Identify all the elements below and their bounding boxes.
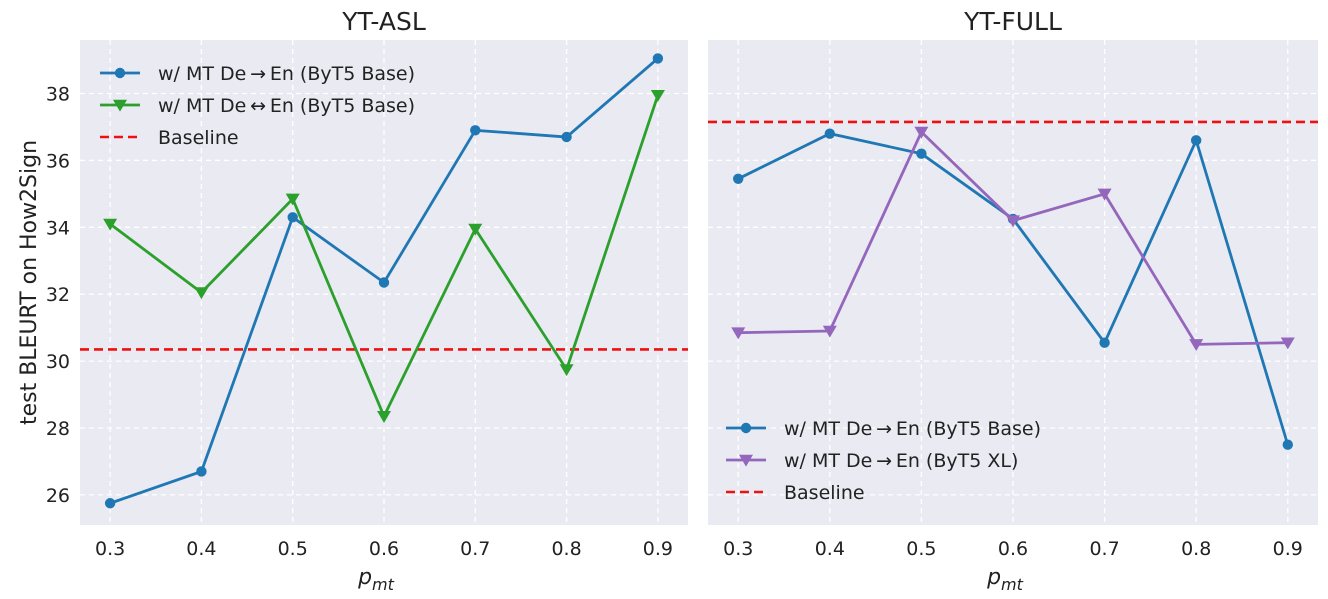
data-point [559,364,574,377]
series-0 [104,53,664,509]
data-point [104,498,116,509]
data-point [731,327,746,340]
legend-label: Baseline [784,482,865,504]
data-point [194,287,209,300]
legend-item: w/ MT De → En (ByT5 Base) [100,63,415,85]
x-axis-label-sub: mt [1001,575,1024,594]
data-point [287,212,298,223]
data-point [1099,337,1110,348]
data-point [652,53,664,64]
legend-marker [739,454,753,467]
y-axis-label: test BLEURT on How2Sign [17,140,42,425]
x-axis-label: pmt [357,565,395,594]
data-point [914,126,929,139]
x-tick-label: 0.4 [186,538,216,560]
data-point [468,223,483,236]
legend-label: w/ MT De → En (ByT5 Base) [784,418,1041,440]
data-point [103,218,118,231]
legend-item: w/ MT De ↔ En (ByT5 Base) [100,95,415,117]
legend-marker [113,99,127,112]
chart-title: YT-FULL [963,7,1062,36]
x-axis-label: pmt [986,565,1024,594]
legend-item: w/ MT De → En (ByT5 Base) [726,418,1041,440]
x-tick-label: 0.3 [723,538,753,560]
data-point [822,325,837,338]
data-point [470,125,481,136]
data-point [1190,135,1202,146]
legend-label: w/ MT De → En (ByT5 XL) [784,450,1018,472]
x-tick-label: 0.9 [643,538,673,560]
x-axis-label-base: p [357,565,372,590]
y-tick-label: 28 [46,418,70,440]
data-point [378,277,390,288]
x-tick-label: 0.6 [998,538,1028,560]
data-point [196,466,207,477]
chart-title: YT-ASL [341,7,426,36]
chart-panel-0: YT-ASL 0.3 0.4 0.5 0.6 0.7 0.8 0.9 pmt 26 28 30 32 34… [17,7,688,594]
legend-marker [114,67,126,79]
y-tick-label: 30 [46,351,70,373]
y-tick-label: 38 [46,84,70,106]
data-point [1189,339,1204,352]
y-tick-label: 32 [46,284,70,306]
data-point [733,173,744,185]
data-point [1282,439,1293,450]
x-tick-label: 0.9 [1273,538,1303,560]
legend-marker [740,422,752,434]
x-tick-label: 0.4 [815,538,845,560]
x-tick-label: 0.8 [551,538,581,560]
legend-item: Baseline [726,482,865,504]
x-axis-label-base: p [986,565,1001,590]
legend-label: w/ MT De ↔ En (ByT5 Base) [158,95,415,117]
data-point [1097,188,1112,201]
series-1 [731,126,1295,352]
x-tick-label: 0.5 [278,538,308,560]
legend: w/ MT De → En (ByT5 Base) w/ MT De ↔ En (… [100,63,415,149]
x-tick-label: 0.7 [1089,538,1119,560]
series-1 [103,89,665,423]
data-point [1280,337,1295,350]
x-tick-label: 0.6 [369,538,399,560]
data-point [561,131,572,143]
data-point [824,128,836,139]
y-tick-label: 36 [46,150,70,172]
legend-item: Baseline [100,127,239,149]
x-tick-label: 0.3 [95,538,125,560]
chart-panel-1: YT-FULL 0.3 0.4 0.5 0.6 0.7 0.8 0.9 pmt w/ MT De … [708,7,1318,594]
x-axis-label-sub: mt [372,575,395,594]
legend: w/ MT De → En (ByT5 Base) w/ MT De → En (… [726,418,1041,504]
x-tick-label: 0.5 [906,538,936,560]
y-tick-label: 34 [46,217,70,239]
data-point [285,193,300,206]
x-tick-label: 0.8 [1181,538,1211,560]
data-point [916,148,927,159]
x-tick-label: 0.7 [460,538,490,560]
legend-label: w/ MT De → En (ByT5 Base) [158,63,415,85]
legend-label: Baseline [158,127,239,149]
data-point [1006,215,1020,228]
legend-item: w/ MT De → En (ByT5 XL) [726,450,1018,472]
data-point [650,89,665,102]
y-tick-label: 26 [46,485,70,507]
data-point [377,411,391,423]
